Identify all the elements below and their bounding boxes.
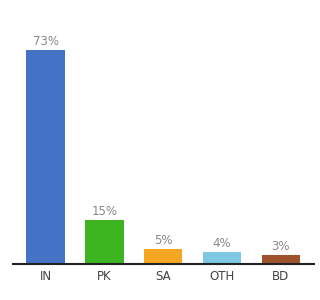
Text: 3%: 3% — [272, 240, 290, 253]
Bar — [144, 249, 182, 264]
Bar — [262, 255, 300, 264]
Bar — [85, 220, 124, 264]
Text: 73%: 73% — [33, 35, 59, 48]
Bar — [27, 50, 65, 264]
Text: 15%: 15% — [92, 205, 117, 218]
Text: 4%: 4% — [213, 237, 231, 250]
Text: 5%: 5% — [154, 234, 172, 247]
Bar — [203, 252, 241, 264]
